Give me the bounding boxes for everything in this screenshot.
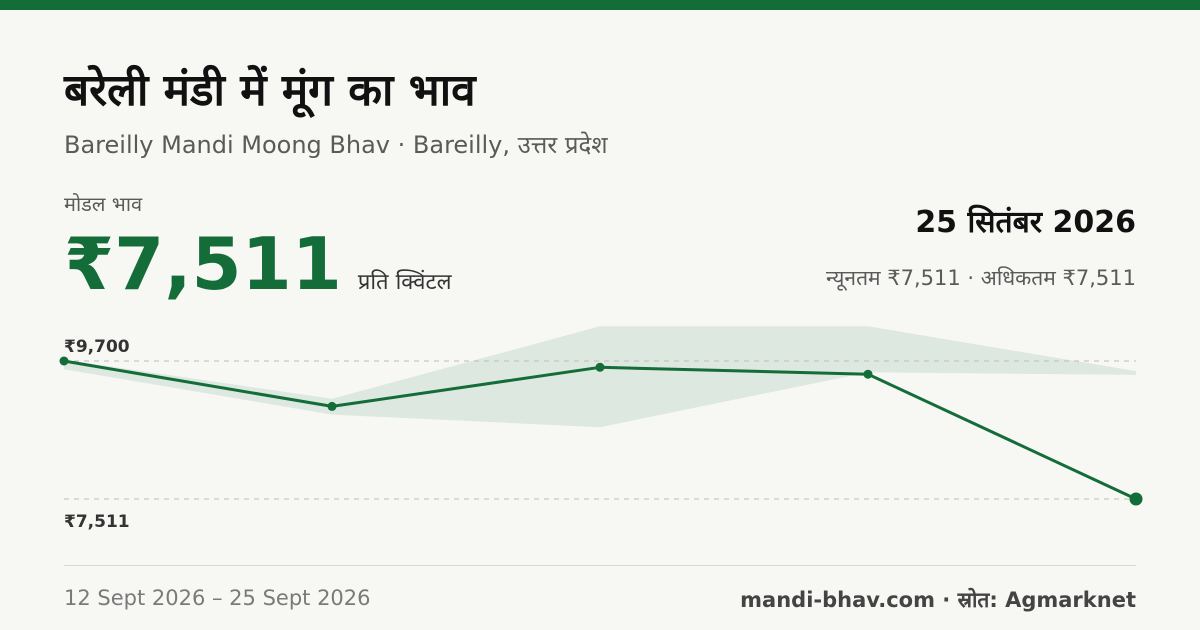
date-period: 12 Sept 2026 – 25 Sept 2026	[64, 586, 371, 610]
latest-price-point	[1129, 492, 1143, 506]
min-max-range: न्यूनतम ₹7,511 · अधिकतम ₹7,511	[826, 266, 1136, 290]
y-tick-label-max: ₹9,700	[64, 337, 130, 357]
page-title: बरेली मंडी में मूंग का भाव	[64, 65, 476, 116]
y-tick-label-min: ₹7,511	[64, 512, 130, 532]
price-unit: प्रति क्विंटल	[357, 270, 452, 295]
top-accent-bar	[0, 0, 1200, 10]
price-point	[863, 369, 873, 379]
price-range-band	[64, 326, 1136, 428]
price-row: ₹7,511 प्रति क्विंटल	[64, 222, 452, 306]
page-subtitle: Bareilly Mandi Moong Bhav · Bareilly, उत…	[64, 131, 608, 159]
data-source: mandi-bhav.com · स्रोत: Agmarknet	[740, 588, 1136, 612]
price-date: 25 सितंबर 2026	[915, 205, 1136, 240]
price-point	[327, 401, 337, 411]
price-point	[59, 356, 69, 366]
modal-price-label: मोडल भाव	[64, 192, 143, 216]
price-point	[595, 362, 605, 372]
modal-price-value: ₹7,511	[64, 222, 342, 306]
footer-divider	[64, 565, 1136, 566]
